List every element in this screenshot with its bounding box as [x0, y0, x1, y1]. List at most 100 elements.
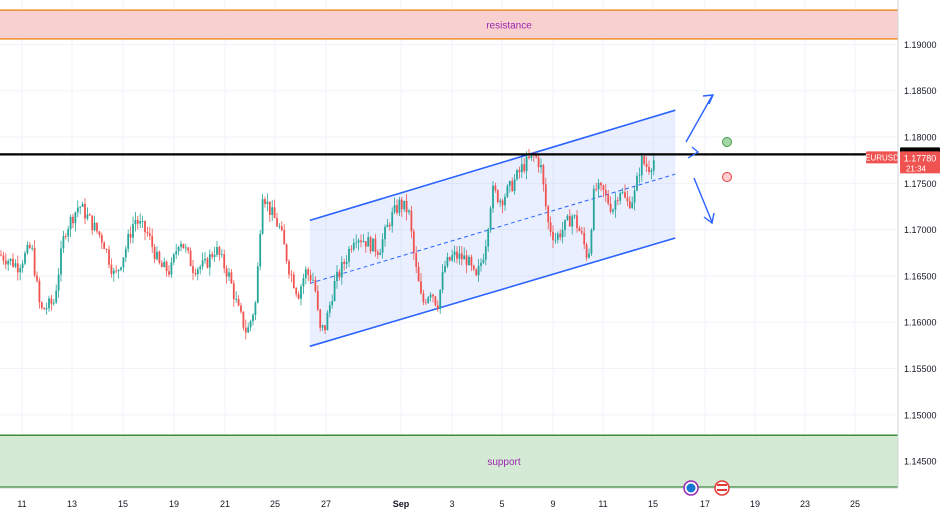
candle-body — [331, 300, 334, 306]
channel-lower-line[interactable] — [309, 237, 676, 348]
candle-body — [636, 176, 638, 191]
candle-body — [626, 197, 629, 202]
candle-body — [369, 237, 372, 252]
candle-body — [619, 192, 622, 201]
candle-body — [76, 207, 79, 213]
candle-body — [412, 231, 415, 254]
candle-body — [333, 281, 336, 301]
candle-body — [254, 302, 257, 315]
bullish-arrow-head — [702, 94, 715, 105]
candle-body — [43, 307, 46, 310]
candle-body — [374, 238, 377, 252]
candle-body — [96, 222, 98, 232]
candle-body — [410, 210, 413, 232]
candle-body — [525, 156, 528, 172]
candle-body — [120, 267, 122, 270]
candle-body — [57, 274, 60, 291]
globe-flag-icon-inner — [686, 483, 696, 493]
candle-body — [511, 181, 514, 192]
candle-body — [319, 309, 322, 328]
candle-body — [36, 275, 38, 281]
candle-body — [124, 248, 127, 258]
candle-body — [604, 190, 607, 195]
candle-body — [535, 154, 538, 158]
candle-body — [115, 270, 118, 272]
candle-body — [261, 199, 264, 234]
candle-body — [153, 246, 156, 260]
candle-body — [163, 261, 166, 268]
date-tick-label: 13 — [67, 499, 77, 509]
candle-body — [151, 235, 154, 247]
candle-body — [552, 231, 554, 241]
candle-body — [177, 247, 180, 252]
price-tick-label: 1.16500 — [904, 271, 937, 281]
candle-body — [182, 243, 185, 249]
us-flag-icon[interactable] — [714, 480, 730, 496]
candle-body — [518, 170, 521, 173]
candle-body — [28, 244, 31, 248]
candle-body — [223, 254, 226, 269]
candle-body — [31, 247, 34, 249]
candle-body — [316, 291, 319, 310]
candle-body — [146, 232, 149, 234]
candle-body — [513, 179, 516, 192]
red-circle-marker — [722, 172, 732, 182]
candle-body — [417, 266, 420, 282]
channel-upper-line[interactable] — [309, 109, 676, 222]
candle-body — [566, 215, 569, 220]
candle-body — [633, 190, 636, 203]
candle-body — [364, 241, 367, 247]
candle-body — [338, 271, 341, 278]
candle-body — [580, 231, 583, 233]
candle-body — [516, 170, 518, 180]
candle-body — [588, 253, 590, 258]
candle-body — [292, 274, 295, 289]
candle-body — [144, 221, 146, 233]
candle-body — [420, 281, 422, 294]
candle-body — [559, 233, 562, 238]
candle-body — [568, 215, 571, 227]
candle-body — [139, 221, 142, 224]
candle-body — [93, 222, 96, 231]
date-tick-label: 15 — [648, 499, 658, 509]
bullish-arrow-line — [685, 95, 713, 143]
candle-body — [460, 253, 463, 260]
candle-body — [482, 259, 485, 263]
candle-body — [540, 164, 542, 168]
candle-body — [84, 203, 86, 219]
symbol-label: EURUSD — [865, 153, 899, 162]
candle-body — [564, 219, 566, 230]
candle-body — [276, 218, 278, 227]
candle-body — [362, 241, 365, 243]
candle-body — [388, 224, 391, 227]
candle-body — [88, 214, 91, 216]
candle-body — [504, 196, 506, 206]
candle-body — [309, 274, 312, 281]
date-tick-label: 25 — [850, 499, 860, 509]
candle-body — [350, 248, 353, 250]
candle-body — [348, 248, 350, 262]
candle-body — [612, 209, 614, 212]
candle-body — [384, 227, 386, 240]
candle-body — [64, 236, 67, 237]
candle-body — [624, 192, 626, 198]
date-tick-label: 25 — [270, 499, 280, 509]
candle-body — [520, 164, 523, 173]
candle-body — [506, 185, 509, 197]
candle-body — [436, 305, 439, 310]
candle-body — [302, 278, 305, 287]
candle-body — [304, 269, 307, 279]
candle-body — [542, 164, 545, 185]
candle-body — [168, 271, 170, 275]
candle-body — [189, 250, 192, 267]
candle-body — [228, 272, 230, 277]
candle-body — [172, 254, 175, 263]
candle-body — [343, 261, 346, 264]
candle-body — [508, 181, 511, 186]
candle-body — [360, 240, 362, 243]
candle-body — [127, 233, 130, 249]
symbol-tag — [866, 151, 898, 164]
candle-body — [244, 327, 247, 333]
